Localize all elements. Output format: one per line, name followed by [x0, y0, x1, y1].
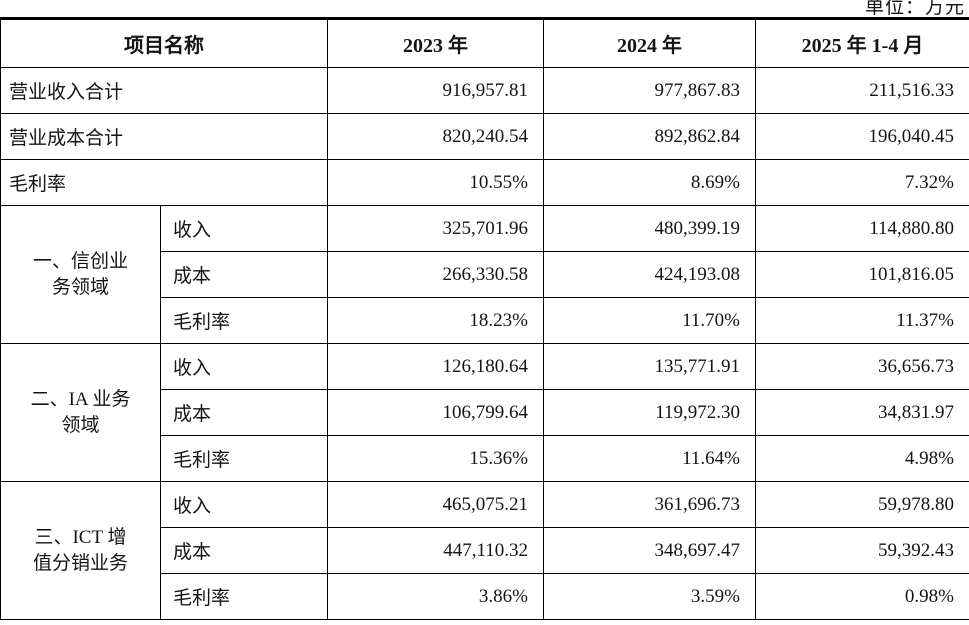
value-cell: 15.36%	[327, 435, 544, 482]
table-row: 成本 447,110.32 348,697.47 59,392.43	[1, 527, 969, 574]
value-cell: 325,701.96	[327, 205, 544, 252]
value-cell: 361,696.73	[543, 481, 756, 528]
value-cell: 36,656.73	[755, 343, 969, 390]
header-cell-2024: 2024 年	[543, 18, 756, 68]
group-name-ia: 二、IA 业务 领域	[0, 343, 161, 482]
value-cell: 447,110.32	[327, 527, 544, 574]
value-cell: 11.64%	[543, 435, 756, 482]
row-label-gross-margin: 毛利率	[0, 159, 328, 206]
metric-label-cell: 毛利率	[160, 297, 328, 344]
value-cell: 126,180.64	[327, 343, 544, 390]
table-row: 毛利率 18.23% 11.70% 11.37%	[1, 297, 969, 344]
table-row: 成本 266,330.58 424,193.08 101,816.05	[1, 251, 969, 298]
value-cell: 34,831.97	[755, 389, 969, 436]
value-cell: 119,972.30	[543, 389, 756, 436]
value-cell: 465,075.21	[327, 481, 544, 528]
metric-label-cell: 毛利率	[160, 573, 328, 620]
value-cell: 59,392.43	[755, 527, 969, 574]
value-cell: 18.23%	[327, 297, 544, 344]
table-row: 营业成本合计 820,240.54 892,862.84 196,040.45	[0, 113, 969, 160]
value-cell: 59,978.80	[755, 481, 969, 528]
value-cell: 424,193.08	[543, 251, 756, 298]
financial-table: 项目名称 2023 年 2024 年 2025 年 1-4 月 营业收入合计 9…	[0, 17, 969, 620]
row-label-total-cost: 营业成本合计	[0, 113, 328, 160]
value-cell: 3.59%	[543, 573, 756, 620]
value-cell: 977,867.83	[543, 67, 756, 114]
header-cell-2023: 2023 年	[327, 18, 544, 68]
value-cell: 892,862.84	[543, 113, 756, 160]
value-cell: 11.70%	[543, 297, 756, 344]
value-cell: 4.98%	[755, 435, 969, 482]
value-cell: 820,240.54	[327, 113, 544, 160]
header-row: 项目名称 2023 年 2024 年 2025 年 1-4 月	[0, 18, 969, 68]
row-label-total-revenue: 营业收入合计	[0, 67, 328, 114]
value-cell: 916,957.81	[327, 67, 544, 114]
metric-label-cell: 毛利率	[160, 435, 328, 482]
metric-label-cell: 收入	[160, 205, 328, 252]
table-row: 毛利率 3.86% 3.59% 0.98%	[1, 573, 969, 620]
group-name-ict: 三、ICT 增 值分销业务	[0, 481, 161, 620]
metric-label-cell: 成本	[160, 251, 328, 298]
unit-label: 单位：万元	[864, 0, 965, 18]
value-cell: 348,697.47	[543, 527, 756, 574]
value-cell: 0.98%	[755, 573, 969, 620]
value-cell: 7.32%	[755, 159, 969, 206]
value-cell: 196,040.45	[755, 113, 969, 160]
header-cell-2025: 2025 年 1-4 月	[755, 18, 969, 68]
table-row: 三、ICT 增 值分销业务 收入 465,075.21 361,696.73 5…	[0, 481, 969, 620]
value-cell: 10.55%	[327, 159, 544, 206]
metric-label-cell: 收入	[160, 343, 328, 390]
value-cell: 8.69%	[543, 159, 756, 206]
table-row: 二、IA 业务 领域 收入 126,180.64 135,771.91 36,6…	[0, 343, 969, 482]
value-cell: 480,399.19	[543, 205, 756, 252]
value-cell: 135,771.91	[543, 343, 756, 390]
value-cell: 101,816.05	[755, 251, 969, 298]
metric-label-cell: 成本	[160, 389, 328, 436]
value-cell: 11.37%	[755, 297, 969, 344]
metric-label-cell: 成本	[160, 527, 328, 574]
header-cell-item-name: 项目名称	[0, 18, 328, 68]
value-cell: 211,516.33	[755, 67, 969, 114]
table-row: 一、信创业 务领域 收入 325,701.96 480,399.19 114,8…	[0, 205, 969, 344]
metric-label-cell: 收入	[160, 481, 328, 528]
group-name-xinchuang: 一、信创业 务领域	[0, 205, 161, 344]
value-cell: 266,330.58	[327, 251, 544, 298]
value-cell: 106,799.64	[327, 389, 544, 436]
value-cell: 3.86%	[327, 573, 544, 620]
table-row: 毛利率 10.55% 8.69% 7.32%	[0, 159, 969, 206]
table-row: 营业收入合计 916,957.81 977,867.83 211,516.33	[0, 67, 969, 114]
value-cell: 114,880.80	[755, 205, 969, 252]
